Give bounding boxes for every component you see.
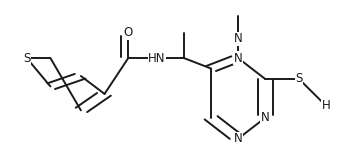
Text: HN: HN [148,52,166,65]
Text: O: O [123,26,133,39]
Text: N: N [234,32,242,45]
Text: H: H [322,99,330,112]
Text: S: S [295,73,303,85]
Text: N: N [234,52,242,65]
Text: N: N [234,132,242,145]
Text: N: N [261,111,270,124]
Text: S: S [23,52,30,65]
